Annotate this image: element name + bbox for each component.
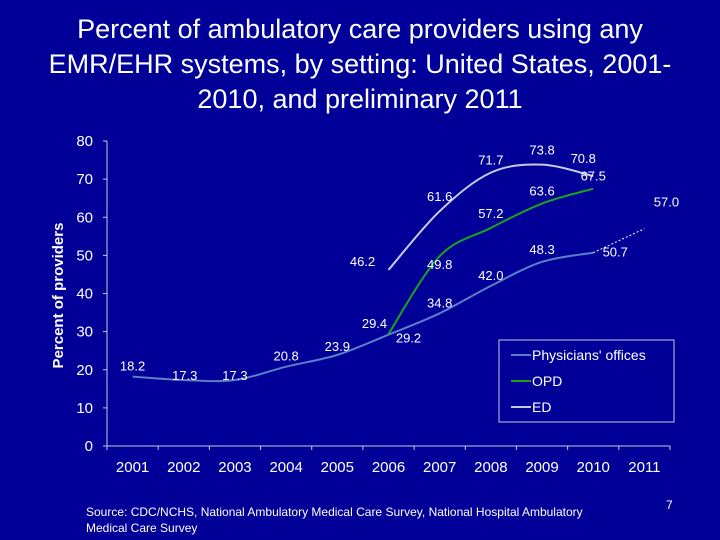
page-number: 7 (666, 498, 673, 512)
x-tick-label: 2003 (218, 459, 251, 476)
data-label: 71.7 (478, 153, 503, 168)
data-label: 34.8 (427, 295, 452, 310)
data-label: 49.8 (427, 257, 452, 272)
data-label: 29.2 (396, 331, 421, 346)
source-note: Source: CDC/NCHS, National Ambulatory Me… (86, 505, 583, 535)
x-tick-label: 2002 (167, 459, 200, 476)
x-tick-label: 2008 (474, 459, 507, 476)
y-tick-label: 60 (76, 209, 93, 226)
data-label: 23.9 (325, 339, 350, 354)
x-tick-label: 2007 (423, 459, 456, 476)
chart-title: Percent of ambulatory care providers usi… (48, 14, 672, 114)
data-label: 46.2 (350, 254, 375, 269)
preliminary-line (593, 228, 645, 254)
series-line (387, 163, 594, 271)
y-tick-label: 0 (85, 438, 93, 455)
data-label: 50.7 (603, 245, 628, 260)
y-tick-label: 10 (76, 400, 93, 417)
data-label: 57.2 (478, 206, 503, 221)
data-label: 17.3 (172, 368, 197, 383)
legend-label: Physicians' offices (532, 347, 646, 363)
data-label: 73.8 (529, 143, 554, 158)
x-tick-label: 2006 (372, 459, 405, 476)
chart-axes: 0 10 20 30 40 50 60 70 80 2001 2002 2003 2004 2005 200… (50, 133, 671, 476)
y-axis-title: Percent of providers (50, 223, 67, 369)
legend-box (498, 339, 675, 423)
data-label: 29.4 (362, 316, 387, 331)
data-label: 20.8 (273, 349, 298, 364)
y-tick-label: 30 (76, 324, 93, 341)
data-label: 67.5 (581, 169, 606, 184)
y-tick-label: 70 (76, 171, 93, 188)
data-label: 48.3 (529, 242, 554, 257)
data-label: 70.8 (571, 151, 596, 166)
x-tick-label: 2011 (628, 459, 660, 476)
data-label: 42.0 (478, 268, 503, 283)
x-tick-label: 2004 (269, 459, 302, 476)
x-tick-label: 2010 (577, 459, 610, 476)
y-tick-label: 80 (76, 133, 93, 150)
data-label: 61.6 (427, 189, 452, 204)
chart-series (132, 163, 645, 383)
x-tick-label: 2005 (321, 459, 354, 476)
data-label: 18.2 (120, 359, 145, 374)
x-tick-label: 2001 (116, 459, 149, 476)
legend-label: ED (532, 399, 551, 415)
data-label: 57.0 (654, 195, 679, 210)
chart-legend: Physicians' offices OPD ED (498, 339, 675, 423)
chart-data-labels: 18.2 17.3 17.3 20.8 23.9 29.2 34.8 42.0 48.3 50.7… (120, 143, 679, 383)
y-tick-label: 20 (76, 362, 93, 379)
x-tick-label: 2009 (525, 459, 558, 476)
series-line (387, 187, 594, 335)
y-tick-label: 40 (76, 286, 93, 303)
series-line (132, 251, 594, 383)
legend-label: OPD (532, 373, 562, 389)
y-tick-label: 50 (76, 247, 93, 264)
data-label: 63.6 (529, 184, 554, 199)
data-label: 17.3 (222, 368, 247, 383)
